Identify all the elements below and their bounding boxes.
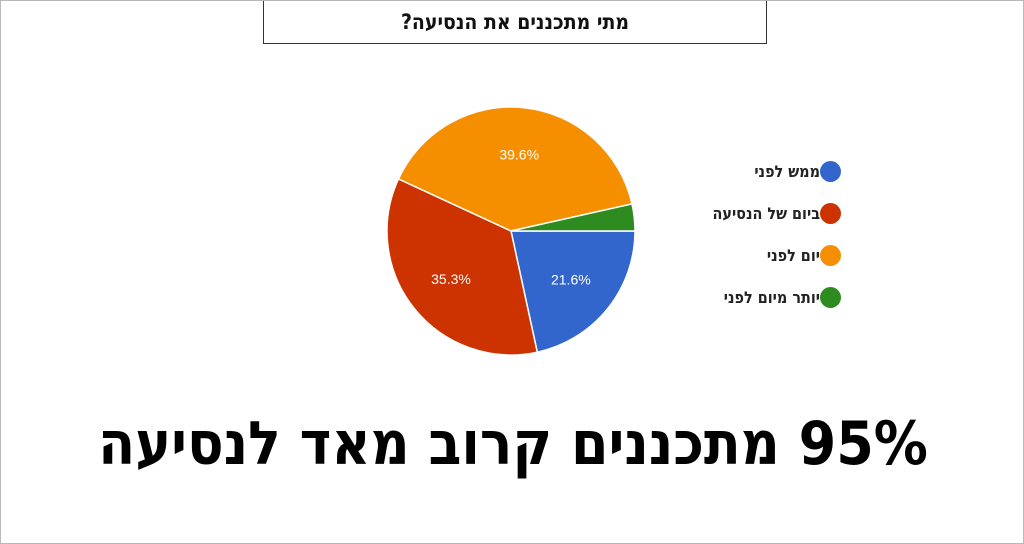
pie-slice bbox=[397, 106, 633, 232]
headline: 95% מתכננים קרוב מאד לנסיעה bbox=[98, 409, 928, 479]
pie-slice bbox=[510, 203, 636, 232]
pie-slice bbox=[510, 230, 636, 354]
legend-label: ממש לפני bbox=[754, 162, 820, 181]
legend-item: ביום של הנסיעה bbox=[691, 203, 841, 224]
chart-legend: ממש לפני ביום של הנסיעה יום לפני יותר מי… bbox=[691, 161, 841, 329]
legend-label: יום לפני bbox=[766, 246, 820, 265]
pie-slice bbox=[386, 177, 539, 356]
slice-label: 21.6% bbox=[551, 271, 591, 287]
legend-item: יום לפני bbox=[691, 245, 841, 266]
slice-label: 39.6% bbox=[499, 147, 539, 163]
legend-swatch bbox=[820, 161, 841, 182]
legend-swatch bbox=[820, 203, 841, 224]
legend-label: ביום של הנסיעה bbox=[712, 204, 820, 223]
pie-chart: 21.6% 35.3% 39.6% bbox=[386, 106, 636, 356]
slice-label: 35.3% bbox=[431, 271, 471, 287]
legend-label: יותר מיום לפני bbox=[723, 288, 820, 307]
legend-item: יותר מיום לפני bbox=[691, 287, 841, 308]
legend-item: ממש לפני bbox=[691, 161, 841, 182]
question-title: מתי מתכננים את הנסיעה? bbox=[263, 1, 767, 44]
legend-swatch bbox=[820, 245, 841, 266]
legend-swatch bbox=[820, 287, 841, 308]
